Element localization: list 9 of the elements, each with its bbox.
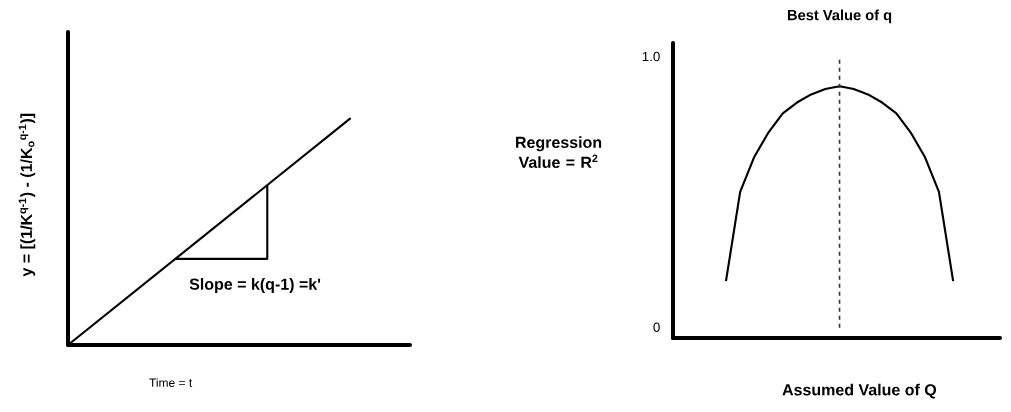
x-axis-title: Assumed Value of Q <box>782 383 937 399</box>
annotation: Slope = k(q-1) =k' <box>189 278 321 293</box>
y-axis-title: Regression Value = R$^{2}$ <box>516 136 602 169</box>
x-axis-title: Time = t <box>149 378 193 387</box>
y-tick-label: 1.0 <box>642 51 660 62</box>
text: Best Value of q <box>787 9 892 24</box>
y-tick-label: 0 <box>653 322 660 332</box>
y-axis-title: y = [(1/K$^{q-1}$) - (1/K$_{o}$$^{q-1}$)] <box>18 113 36 277</box>
line-series <box>724 85 955 283</box>
